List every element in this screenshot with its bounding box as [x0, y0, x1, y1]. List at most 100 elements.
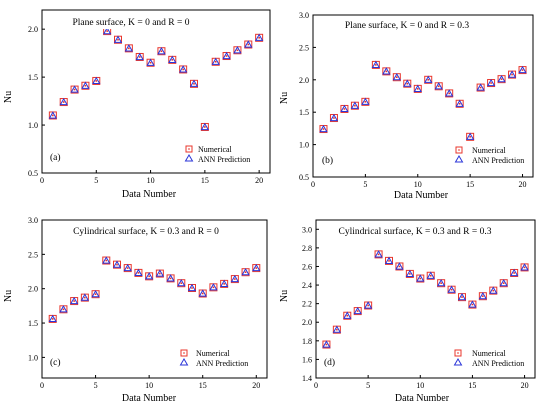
- panel-c-xlabel: Data Number: [122, 393, 177, 404]
- panel-d-ytick-label: 2.2: [302, 300, 312, 309]
- panel-c-ann-point: [134, 268, 143, 276]
- panel-b-ann-point: [371, 60, 381, 68]
- panel-b-legend-numerical-marker: [455, 146, 463, 154]
- panel-c-ytick-label: 3.0: [28, 216, 38, 225]
- panel-a-legend-numerical-marker: [185, 145, 193, 153]
- panel-c-xtick-label: 10: [145, 381, 153, 390]
- panel-a-xtick-label: 15: [201, 176, 209, 185]
- panel-b-legend-ann-label: ANN Prediction: [472, 156, 524, 165]
- panel-a-ann-point: [146, 58, 155, 66]
- panel-d-ytick-label: 2.8: [302, 244, 312, 253]
- panel-c-title: Cylindrical surface, K = 0.3 and R = 0: [73, 226, 219, 237]
- panel-c-ann-point: [155, 269, 165, 277]
- panel-c-title-box: [48, 223, 244, 238]
- panel-d-xtick-label: 20: [521, 381, 529, 390]
- panel-c-ytick-label: 2.0: [28, 285, 38, 294]
- panel-a-title: Plane surface, K = 0 and R = 0: [72, 17, 189, 28]
- panel-d-ann-point: [405, 269, 415, 278]
- panel-c-xtick-label: 20: [252, 381, 260, 390]
- panel-c-ann-point: [112, 260, 122, 268]
- panel-d-label: (d): [324, 357, 335, 368]
- panel-d-ann-point: [447, 285, 456, 293]
- panel-a-ylabel: Nu: [3, 91, 14, 103]
- panel-a-title-box: [48, 14, 214, 29]
- panel-c-ann-point: [177, 278, 186, 287]
- panel-c-legend-ann-marker: [179, 358, 189, 366]
- panel-c-legend-numerical-marker: [180, 349, 188, 357]
- panel-d-ytick-label: 1.4: [302, 374, 312, 383]
- panel-b-ytick-label: 2.5: [299, 43, 309, 52]
- panel-c-ann-point: [187, 283, 197, 292]
- panel-c-ann-point: [198, 289, 207, 297]
- panel-a-ann-point: [102, 26, 112, 35]
- panel-b-ann-point: [350, 101, 360, 109]
- panel-b-ann-point: [486, 78, 496, 87]
- panel-d-ann-point: [478, 292, 488, 300]
- panel-b-ytick-label: 1.5: [299, 108, 309, 117]
- panel-a-xtick-label: 20: [255, 176, 263, 185]
- panel-a-ann-point: [157, 47, 166, 55]
- panel-d-xtick-label: 10: [416, 381, 424, 390]
- panel-d-legend-numerical-label: Numerical: [472, 349, 507, 358]
- panel-a-ann-point: [81, 81, 90, 89]
- panel-b-ann-point: [507, 70, 517, 78]
- panel-c: Nu Data Number 0 5 10 15 20 1.0 1.5 2.0 2.5 3.0 C…: [3, 216, 268, 404]
- panel-b-ann-point: [361, 97, 370, 105]
- panel-b-ytick-label: 2.0: [299, 76, 309, 85]
- panel-b-ann-point: [445, 89, 454, 97]
- panel-b-ann-point: [340, 104, 349, 113]
- panel-b-ann-point: [329, 113, 339, 122]
- panel-d-ytick-label: 1.8: [302, 337, 312, 346]
- panel-b-ytick-label: 0.5: [299, 173, 309, 182]
- panel-b-legend: Numerical ANN Prediction: [454, 146, 524, 165]
- panel-d-ann-point: [509, 268, 519, 277]
- panel-d-ann-point: [457, 292, 467, 301]
- panel-a-ann-point: [168, 55, 177, 63]
- panel-a-ann-point: [59, 97, 68, 106]
- panel-d-ytick-label: 3.0: [302, 225, 312, 234]
- panel-d-ann-point: [384, 256, 394, 264]
- panel-a-ann-point: [211, 57, 220, 65]
- panel-c-ann-point: [241, 267, 250, 276]
- panel-c-ann-point: [69, 296, 79, 305]
- panel-d-ann-point: [499, 278, 508, 287]
- panel-d-ann-point: [374, 250, 383, 258]
- panel-c-ann-point: [209, 283, 218, 291]
- panel-d-title-box: [324, 223, 508, 238]
- panel-b-ann-point: [497, 74, 506, 83]
- panel-a-legend: Numerical ANN Prediction: [184, 145, 250, 164]
- panel-b-xtick-label: 15: [466, 180, 474, 189]
- panel-c-ann-point: [91, 289, 100, 298]
- panel-c-ann-point: [123, 263, 132, 272]
- panel-c-ann-point: [80, 293, 90, 301]
- panel-a-ytick-label: 1.5: [28, 73, 38, 82]
- panel-d-legend: Numerical ANN Prediction: [453, 349, 524, 368]
- panel-d-xtick-label: 0: [314, 381, 318, 390]
- panel-b-ann-point: [382, 67, 391, 75]
- panel-c-ann-point: [102, 256, 111, 264]
- panel-d-ann-point: [332, 325, 342, 333]
- panel-c-ann-point: [144, 272, 154, 280]
- panel-b-title-box: [332, 17, 482, 32]
- panel-a-marks: 0 5 10 15 20 0.5 1.0 1.5 2.0: [28, 25, 264, 185]
- panel-b-ytick-label: 3.0: [299, 11, 309, 20]
- panel-c-ann-point: [230, 274, 240, 283]
- panel-d-legend-numerical-marker: [454, 349, 462, 357]
- panel-b-ann-point: [413, 84, 422, 92]
- panel-b-title: Plane surface, K = 0 and R = 0.3: [345, 20, 469, 31]
- panel-a-ann-point: [113, 35, 123, 43]
- panel-d-ann-point: [436, 278, 446, 287]
- panel-b-ann-point: [319, 124, 328, 133]
- panel-b-frame: [312, 14, 534, 178]
- panel-c-frame: [41, 219, 268, 379]
- panel-d-ann-point: [343, 311, 352, 319]
- panel-d-ytick-label: 1.6: [302, 355, 312, 364]
- panel-b-xtick-label: 0: [311, 180, 315, 189]
- panel-a-frame: [41, 9, 271, 174]
- panel-b-label: (b): [322, 155, 333, 166]
- panel-d-legend-ann-label: ANN Prediction: [472, 359, 524, 368]
- panel-d: Nu Data Number 0 5 10 15 20 1.4 1.6 1.8 2.0 2.2 2.…: [279, 219, 536, 404]
- panel-d-ann-point: [468, 300, 477, 308]
- panel-a-ann-point: [244, 40, 253, 48]
